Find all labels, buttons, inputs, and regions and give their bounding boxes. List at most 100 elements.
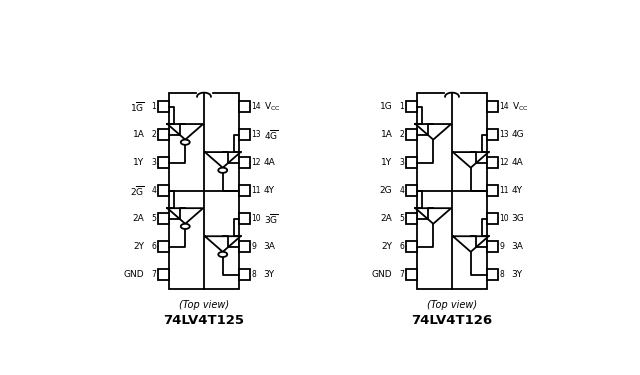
Text: 3Y: 3Y — [511, 270, 523, 279]
Text: 5: 5 — [399, 214, 404, 223]
Bar — [239, 213, 250, 224]
Text: 4A: 4A — [264, 158, 275, 167]
Text: 3: 3 — [399, 158, 404, 167]
Bar — [486, 242, 498, 252]
Text: 10: 10 — [252, 214, 261, 223]
Text: 7: 7 — [152, 270, 156, 279]
Text: 11: 11 — [252, 186, 261, 195]
Circle shape — [218, 252, 227, 257]
Text: 4: 4 — [152, 186, 156, 195]
Bar — [239, 185, 250, 196]
Text: 1G: 1G — [380, 102, 392, 111]
Text: 2Y: 2Y — [381, 242, 392, 251]
Text: 2$\overline{\rm G}$: 2$\overline{\rm G}$ — [130, 184, 145, 198]
Text: GND: GND — [372, 270, 392, 279]
Text: 1A: 1A — [132, 130, 145, 139]
Bar — [406, 242, 417, 252]
Text: 6: 6 — [152, 242, 156, 251]
Circle shape — [218, 168, 227, 173]
Text: GND: GND — [124, 270, 145, 279]
Text: V$_{\rm CC}$: V$_{\rm CC}$ — [264, 100, 280, 113]
Polygon shape — [453, 152, 488, 168]
Text: 14: 14 — [252, 102, 261, 111]
Bar — [406, 101, 417, 112]
Polygon shape — [415, 124, 451, 140]
Bar — [486, 129, 498, 140]
Bar — [158, 101, 169, 112]
Text: 3: 3 — [152, 158, 156, 167]
Text: V$_{\rm CC}$: V$_{\rm CC}$ — [511, 100, 528, 113]
Text: 3A: 3A — [511, 242, 524, 251]
Text: 74LV4T126: 74LV4T126 — [412, 314, 493, 327]
Text: 4Y: 4Y — [264, 186, 275, 195]
Text: 12: 12 — [500, 158, 509, 167]
Bar — [486, 157, 498, 168]
Bar — [158, 242, 169, 252]
Bar — [158, 129, 169, 140]
Text: 1: 1 — [399, 102, 404, 111]
Text: 6: 6 — [399, 242, 404, 251]
Text: 3$\overline{\rm G}$: 3$\overline{\rm G}$ — [264, 212, 278, 226]
Bar — [239, 129, 250, 140]
Text: 2: 2 — [399, 130, 404, 139]
Text: 10: 10 — [500, 214, 509, 223]
Text: 2G: 2G — [380, 186, 392, 195]
Text: 2A: 2A — [132, 214, 145, 223]
Text: 9: 9 — [500, 242, 504, 251]
Text: 3A: 3A — [264, 242, 275, 251]
Text: 4A: 4A — [511, 158, 524, 167]
Circle shape — [180, 140, 189, 145]
Text: 5: 5 — [152, 214, 156, 223]
Text: (Top view): (Top view) — [179, 300, 229, 310]
Text: 4: 4 — [399, 186, 404, 195]
Bar — [239, 270, 250, 280]
Polygon shape — [415, 208, 451, 224]
Text: 1A: 1A — [381, 130, 392, 139]
Text: 4$\overline{\rm G}$: 4$\overline{\rm G}$ — [264, 128, 278, 142]
Bar — [406, 129, 417, 140]
Text: 4Y: 4Y — [511, 186, 522, 195]
Text: 11: 11 — [500, 186, 509, 195]
Text: 13: 13 — [252, 130, 261, 139]
Text: (Top view): (Top view) — [427, 300, 477, 310]
Bar — [158, 213, 169, 224]
Text: 1Y: 1Y — [381, 158, 392, 167]
Text: 2Y: 2Y — [134, 242, 145, 251]
Text: 1$\overline{\rm G}$: 1$\overline{\rm G}$ — [130, 100, 145, 114]
Bar — [417, 93, 486, 289]
Bar — [486, 101, 498, 112]
Bar — [406, 185, 417, 196]
Text: 2A: 2A — [381, 214, 392, 223]
Polygon shape — [205, 152, 241, 168]
Text: 3G: 3G — [511, 214, 524, 223]
Bar — [486, 213, 498, 224]
Bar — [486, 270, 498, 280]
Bar — [239, 101, 250, 112]
Polygon shape — [453, 236, 488, 252]
Text: 8: 8 — [252, 270, 257, 279]
Text: 1Y: 1Y — [133, 158, 145, 167]
Text: 14: 14 — [500, 102, 509, 111]
Text: 12: 12 — [252, 158, 261, 167]
Bar — [239, 157, 250, 168]
Bar — [406, 270, 417, 280]
Text: 7: 7 — [399, 270, 404, 279]
Polygon shape — [168, 124, 203, 140]
Text: 13: 13 — [500, 130, 509, 139]
Bar — [158, 157, 169, 168]
Polygon shape — [205, 236, 241, 252]
Bar — [158, 185, 169, 196]
Bar — [406, 157, 417, 168]
Text: 4G: 4G — [511, 130, 524, 139]
Text: 74LV4T125: 74LV4T125 — [163, 314, 244, 327]
Text: 1: 1 — [152, 102, 156, 111]
Text: 3Y: 3Y — [264, 270, 275, 279]
Bar — [169, 93, 239, 289]
Bar — [486, 185, 498, 196]
Text: 2: 2 — [152, 130, 156, 139]
Bar — [158, 270, 169, 280]
Text: 8: 8 — [500, 270, 504, 279]
Polygon shape — [168, 208, 203, 224]
Text: 9: 9 — [252, 242, 257, 251]
Circle shape — [180, 224, 189, 229]
